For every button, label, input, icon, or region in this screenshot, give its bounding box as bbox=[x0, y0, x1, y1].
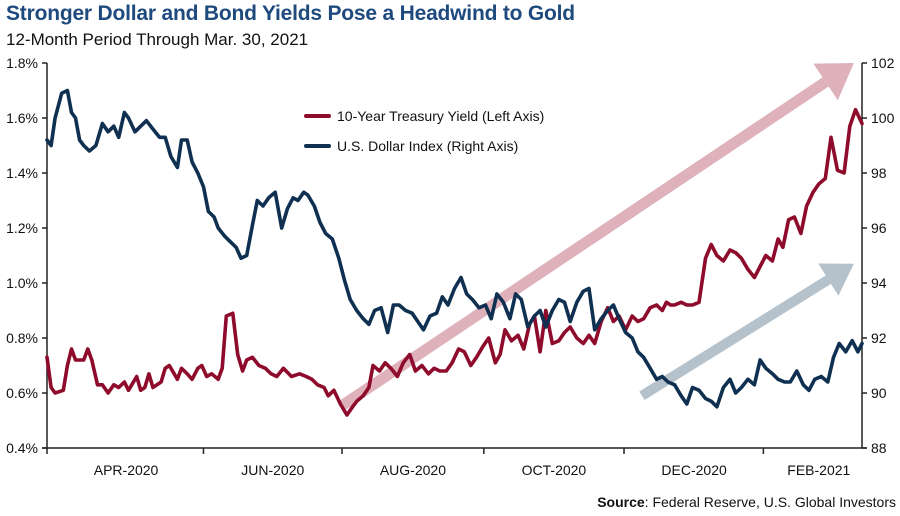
x-axis-tick-label: APR-2020 bbox=[94, 462, 159, 478]
x-axis-tick-label: FEB-2021 bbox=[787, 462, 850, 478]
x-axis-tick-label: JUN-2020 bbox=[241, 462, 304, 478]
right-axis-tick-label: 98 bbox=[871, 165, 887, 181]
axes: 0.4% 0.6% 0.8% 1.0% 1.2% 1.4% 1.6% 1.8% 88 90 92 94… bbox=[6, 55, 894, 478]
legend: 10-Year Treasury Yield (Left Axis) U.S. … bbox=[304, 108, 544, 154]
right-axis-tick-label: 88 bbox=[871, 440, 887, 456]
legend-label-dollar: U.S. Dollar Index (Right Axis) bbox=[337, 138, 518, 154]
right-axis-tick-label: 90 bbox=[871, 385, 887, 401]
left-axis-tick-label: 1.2% bbox=[6, 220, 38, 236]
series-line-dollar bbox=[45, 88, 864, 409]
left-axis-tick-label: 1.4% bbox=[6, 165, 38, 181]
series-lines bbox=[45, 88, 864, 417]
right-axis-tick-label: 96 bbox=[871, 220, 887, 236]
x-axis-tick-label: OCT-2020 bbox=[522, 462, 587, 478]
left-axis-tick-label: 0.6% bbox=[6, 385, 38, 401]
source-label: Source bbox=[597, 494, 645, 510]
right-axis-tick-label: 92 bbox=[871, 330, 887, 346]
trend-arrow-treasury-head bbox=[813, 63, 854, 101]
right-axis-tick-label: 100 bbox=[871, 110, 895, 126]
chart-title: Stronger Dollar and Bond Yields Pose a H… bbox=[6, 2, 575, 25]
left-axis-tick-label: 1.8% bbox=[6, 55, 38, 71]
right-axis-tick-label: 102 bbox=[871, 55, 895, 71]
left-axis-tick-label: 0.8% bbox=[6, 330, 38, 346]
x-axis-tick-label: AUG-2020 bbox=[380, 462, 446, 478]
trend-arrows bbox=[337, 63, 854, 412]
source-note: Source: Federal Reserve, U.S. Global Inv… bbox=[597, 494, 896, 510]
trend-arrow-dollar-head bbox=[818, 263, 854, 296]
left-axis-tick-label: 1.0% bbox=[6, 275, 38, 291]
trend-arrow-dollar-shaft bbox=[639, 275, 832, 400]
x-axis-tick-label: DEC-2020 bbox=[661, 462, 727, 478]
source-text: : Federal Reserve, U.S. Global Investors bbox=[644, 494, 896, 510]
chart-subtitle: 12-Month Period Through Mar. 30, 2021 bbox=[6, 30, 309, 49]
left-axis-tick-label: 0.4% bbox=[6, 440, 38, 456]
series-line-treasury bbox=[45, 107, 864, 417]
legend-label-treasury: 10-Year Treasury Yield (Left Axis) bbox=[337, 108, 544, 124]
trend-arrow-treasury-shaft bbox=[337, 77, 829, 412]
right-axis-tick-label: 94 bbox=[871, 275, 887, 291]
left-axis-tick-label: 1.6% bbox=[6, 110, 38, 126]
